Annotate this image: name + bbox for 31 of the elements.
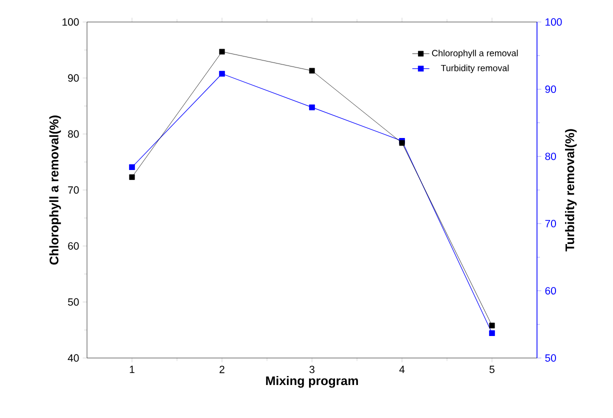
point (219, 70, 225, 77)
y2-axis-title: Turbidity removal(%) (565, 129, 577, 252)
point (219, 48, 225, 54)
y2-tick-label: 80 (545, 152, 556, 160)
y-tick-label: 60 (68, 242, 79, 250)
y-tick-label: 50 (68, 298, 79, 306)
y2-tick-label: 100 (546, 18, 562, 26)
point (129, 174, 135, 180)
x-tick-label: 2 (220, 366, 224, 374)
point (489, 330, 495, 336)
point (309, 104, 315, 110)
y-tick-label: 80 (68, 130, 79, 138)
x-tick-label: 1 (130, 366, 134, 373)
x-tick-label: 3 (309, 366, 314, 374)
y2-tick-label: 70 (545, 220, 556, 228)
y2-tick-label: 90 (545, 86, 556, 93)
point (489, 322, 495, 328)
x-tick-label: 4 (399, 366, 405, 373)
x-axis-title: Mixing program (266, 376, 358, 388)
y2-tick-label: 60 (545, 287, 556, 295)
y-tick-label: 100 (62, 18, 79, 26)
y-tick-label: 90 (68, 74, 79, 82)
y-tick-label: 70 (68, 186, 79, 194)
y-axis-title: Chlorophyll a removal(%) (49, 116, 61, 265)
y-tick-label: 40 (68, 354, 79, 362)
point (129, 164, 135, 170)
legend-label: Chlorophyll a removal (432, 50, 518, 58)
legend-label: Turbidity removal (440, 64, 509, 74)
y2-tick-label: 50 (545, 354, 556, 362)
point (309, 68, 315, 74)
x-tick-label: 5 (490, 366, 494, 374)
